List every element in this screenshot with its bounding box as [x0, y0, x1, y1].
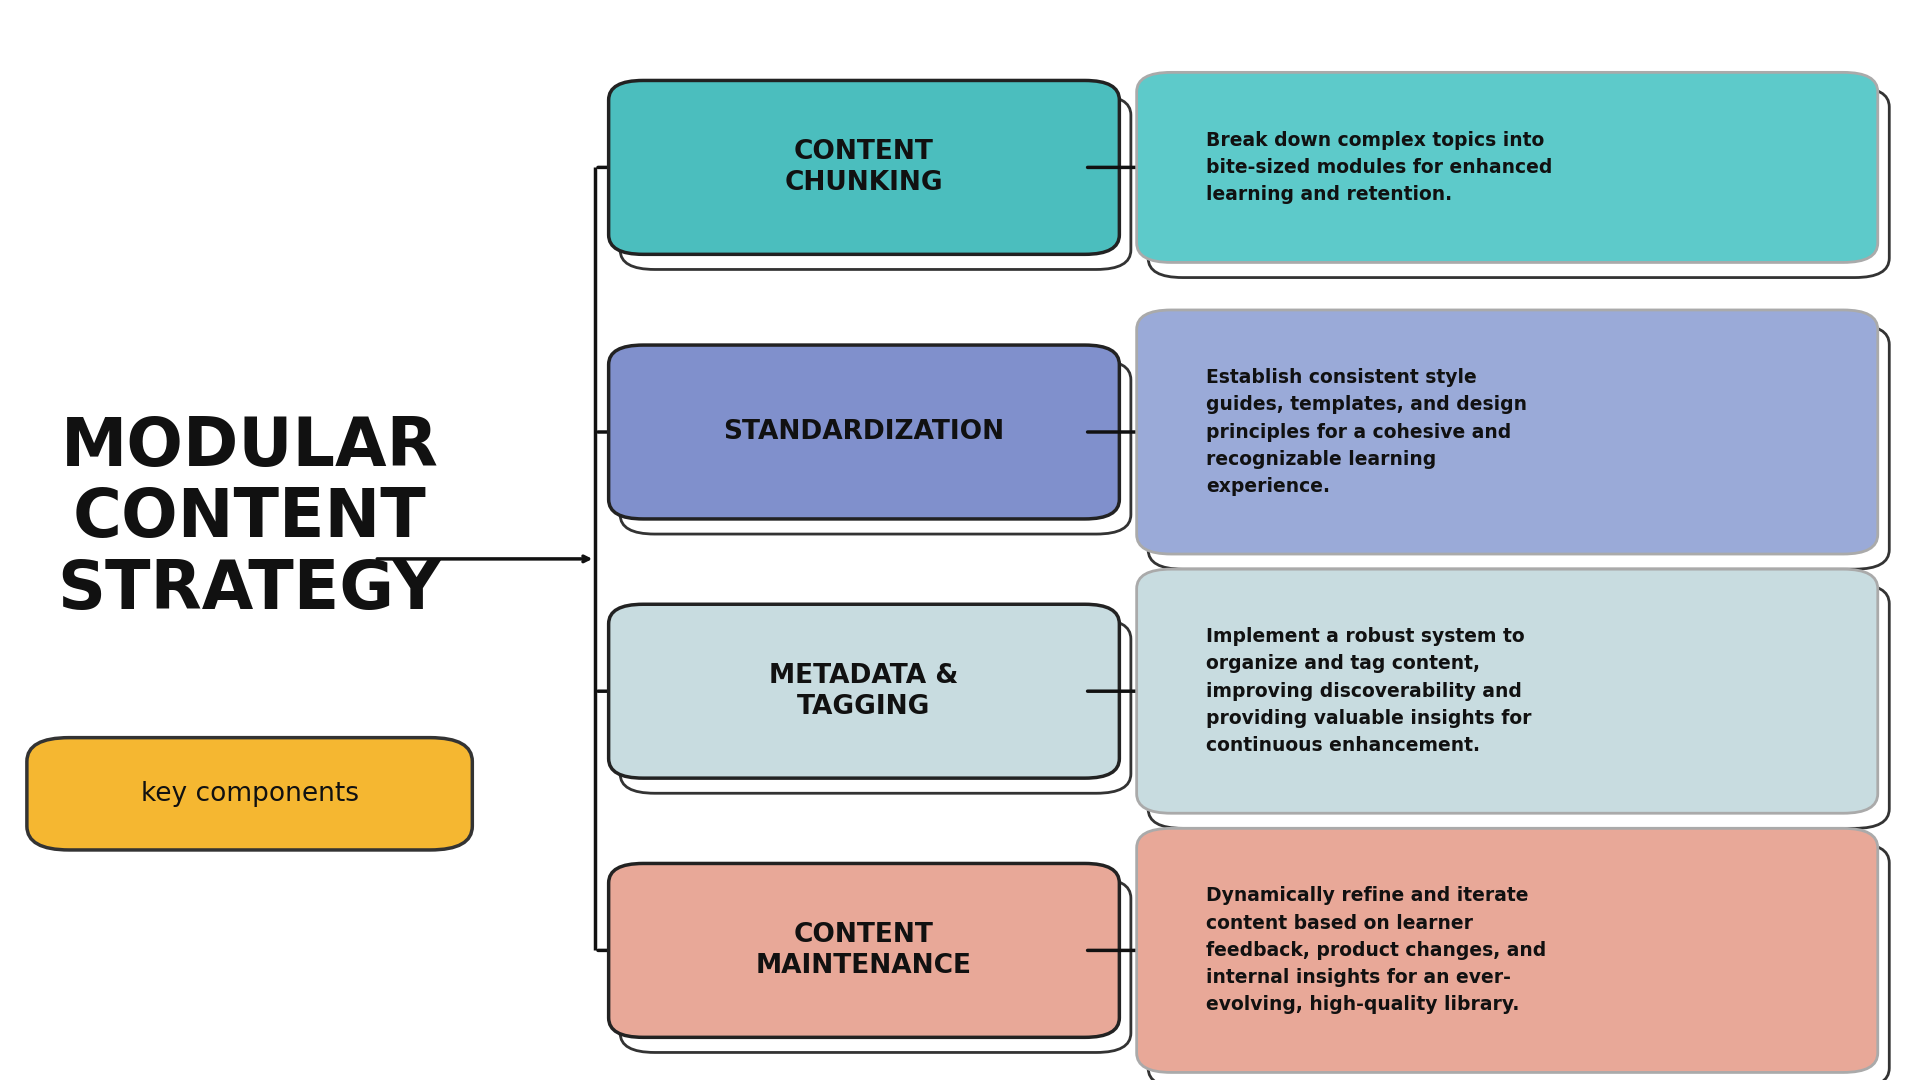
Text: MODULAR
CONTENT
STRATEGY: MODULAR CONTENT STRATEGY [58, 415, 442, 622]
FancyBboxPatch shape [1148, 325, 1889, 569]
FancyBboxPatch shape [609, 605, 1119, 778]
Text: CONTENT
MAINTENANCE: CONTENT MAINTENANCE [756, 922, 972, 978]
FancyBboxPatch shape [1148, 87, 1889, 278]
FancyBboxPatch shape [620, 361, 1131, 535]
Text: Implement a robust system to
organize and tag content,
improving discoverability: Implement a robust system to organize an… [1206, 627, 1532, 755]
FancyBboxPatch shape [1148, 843, 1889, 1080]
FancyBboxPatch shape [1137, 310, 1878, 554]
Text: Dynamically refine and iterate
content based on learner
feedback, product change: Dynamically refine and iterate content b… [1206, 887, 1546, 1014]
Text: STANDARDIZATION: STANDARDIZATION [724, 419, 1004, 445]
FancyBboxPatch shape [1148, 584, 1889, 828]
Text: key components: key components [140, 781, 359, 807]
FancyBboxPatch shape [1137, 828, 1878, 1072]
FancyBboxPatch shape [620, 96, 1131, 270]
FancyBboxPatch shape [609, 864, 1119, 1037]
FancyBboxPatch shape [609, 81, 1119, 255]
FancyBboxPatch shape [620, 619, 1131, 793]
FancyBboxPatch shape [27, 738, 472, 850]
Text: CONTENT
CHUNKING: CONTENT CHUNKING [785, 139, 943, 195]
Text: Break down complex topics into
bite-sized modules for enhanced
learning and rete: Break down complex topics into bite-size… [1206, 131, 1551, 204]
FancyBboxPatch shape [609, 346, 1119, 519]
FancyBboxPatch shape [620, 879, 1131, 1052]
Text: Establish consistent style
guides, templates, and design
principles for a cohesi: Establish consistent style guides, templ… [1206, 368, 1526, 496]
FancyBboxPatch shape [1137, 72, 1878, 262]
Text: METADATA &
TAGGING: METADATA & TAGGING [770, 663, 958, 719]
FancyBboxPatch shape [1137, 569, 1878, 813]
